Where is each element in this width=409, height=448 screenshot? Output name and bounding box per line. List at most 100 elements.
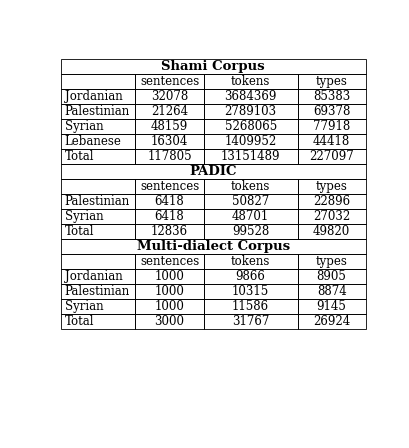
Bar — [135, 314, 203, 329]
Text: types: types — [315, 255, 347, 268]
Text: 9866: 9866 — [235, 270, 265, 283]
Text: tokens: tokens — [230, 180, 270, 193]
Bar — [297, 209, 365, 224]
Bar — [61, 104, 135, 119]
Bar — [297, 104, 365, 119]
Bar — [135, 119, 203, 134]
Bar — [203, 119, 297, 134]
Text: Syrian: Syrian — [65, 210, 103, 223]
Text: sentences: sentences — [139, 180, 199, 193]
Bar — [203, 284, 297, 299]
Text: 85383: 85383 — [312, 90, 349, 103]
Bar — [61, 284, 135, 299]
Bar — [203, 179, 297, 194]
Text: 31767: 31767 — [231, 315, 269, 328]
Text: Palestinian: Palestinian — [65, 285, 130, 298]
Bar — [135, 104, 203, 119]
Bar — [203, 104, 297, 119]
Bar — [297, 119, 365, 134]
Bar — [297, 314, 365, 329]
Text: 227097: 227097 — [308, 150, 353, 163]
Text: Jordanian: Jordanian — [65, 90, 122, 103]
Bar — [61, 149, 135, 164]
Text: 6418: 6418 — [154, 195, 184, 208]
Text: 3684369: 3684369 — [224, 90, 276, 103]
Bar — [203, 209, 297, 224]
Text: 11586: 11586 — [231, 300, 269, 313]
Bar — [135, 194, 203, 209]
Bar — [135, 284, 203, 299]
Bar — [297, 194, 365, 209]
Text: sentences: sentences — [139, 75, 199, 88]
Bar — [203, 74, 297, 89]
Bar — [61, 194, 135, 209]
Text: 26924: 26924 — [312, 315, 349, 328]
Bar — [297, 179, 365, 194]
Text: Total: Total — [65, 225, 94, 238]
Bar — [61, 74, 135, 89]
Text: 99528: 99528 — [231, 225, 269, 238]
Text: 12836: 12836 — [151, 225, 188, 238]
Bar — [135, 299, 203, 314]
Bar — [135, 74, 203, 89]
Text: tokens: tokens — [230, 255, 270, 268]
Text: 3000: 3000 — [154, 315, 184, 328]
Bar — [61, 134, 135, 149]
Bar — [203, 149, 297, 164]
Text: 1409952: 1409952 — [224, 135, 276, 148]
Bar — [297, 269, 365, 284]
Bar — [135, 254, 203, 269]
Text: tokens: tokens — [230, 75, 270, 88]
Bar — [61, 299, 135, 314]
Text: 2789103: 2789103 — [224, 105, 276, 118]
Bar — [135, 149, 203, 164]
Bar — [61, 314, 135, 329]
Text: 117805: 117805 — [147, 150, 191, 163]
Bar — [135, 179, 203, 194]
Bar — [61, 269, 135, 284]
Bar — [297, 134, 365, 149]
Text: 44418: 44418 — [312, 135, 349, 148]
Text: types: types — [315, 75, 347, 88]
Text: 48701: 48701 — [231, 210, 269, 223]
Text: Lebanese: Lebanese — [65, 135, 121, 148]
Bar — [297, 74, 365, 89]
Bar — [297, 299, 365, 314]
Bar — [135, 224, 203, 239]
Bar — [61, 164, 365, 179]
Bar — [61, 89, 135, 104]
Text: 8874: 8874 — [316, 285, 346, 298]
Text: sentences: sentences — [139, 255, 199, 268]
Bar — [203, 134, 297, 149]
Bar — [61, 59, 365, 74]
Bar — [135, 209, 203, 224]
Text: Palestinian: Palestinian — [65, 105, 130, 118]
Bar — [203, 314, 297, 329]
Bar — [203, 89, 297, 104]
Text: 9145: 9145 — [316, 300, 346, 313]
Bar — [61, 119, 135, 134]
Text: 10315: 10315 — [231, 285, 269, 298]
Text: 8905: 8905 — [316, 270, 346, 283]
Bar — [135, 134, 203, 149]
Bar — [297, 254, 365, 269]
Bar — [61, 254, 135, 269]
Text: 13151489: 13151489 — [220, 150, 280, 163]
Text: 27032: 27032 — [312, 210, 349, 223]
Text: 69378: 69378 — [312, 105, 350, 118]
Text: types: types — [315, 180, 347, 193]
Bar — [61, 224, 135, 239]
Text: 50827: 50827 — [231, 195, 269, 208]
Text: Syrian: Syrian — [65, 300, 103, 313]
Bar — [297, 89, 365, 104]
Text: Syrian: Syrian — [65, 120, 103, 133]
Text: 77918: 77918 — [312, 120, 349, 133]
Text: 6418: 6418 — [154, 210, 184, 223]
Bar — [61, 209, 135, 224]
Bar — [297, 149, 365, 164]
Text: Total: Total — [65, 315, 94, 328]
Text: 5268065: 5268065 — [224, 120, 276, 133]
Bar — [203, 194, 297, 209]
Bar — [203, 269, 297, 284]
Text: Shami Corpus: Shami Corpus — [161, 60, 265, 73]
